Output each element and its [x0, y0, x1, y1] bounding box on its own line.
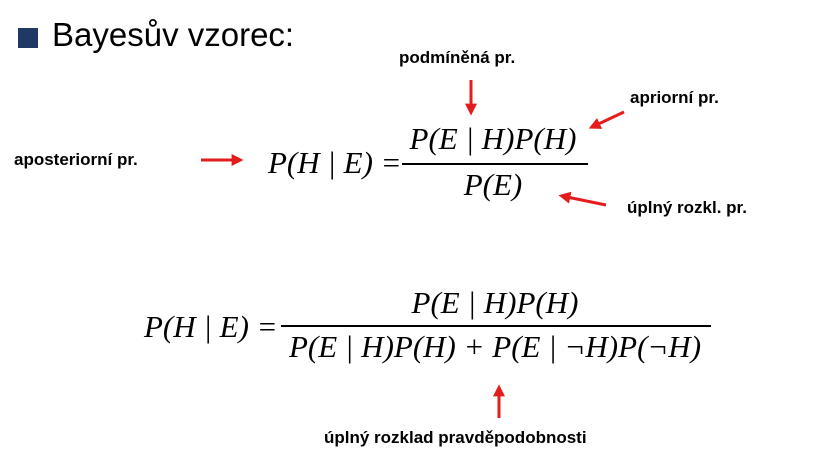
- formula1-lhs: P(H | E) =: [268, 145, 402, 180]
- arrow-prior-icon: [588, 110, 625, 129]
- formula1-denominator: P(E): [463, 167, 523, 202]
- label-conditional-probability: podmíněná pr.: [399, 48, 516, 67]
- bullet-square: [18, 28, 38, 48]
- formula2-numerator: P(E | H)P(H): [411, 285, 579, 320]
- label-marginal-probability: úplný rozkl. pr.: [627, 198, 747, 217]
- slide-heading: Bayesův vzorec:: [52, 16, 295, 53]
- formula1-fraction-bar: [402, 163, 588, 165]
- label-total-probability: úplný rozklad pravděpodobnosti: [324, 428, 587, 447]
- label-posterior-probability: aposteriorní pr.: [14, 150, 138, 169]
- formula2-lhs: P(H | E) =: [144, 309, 278, 344]
- formula2-fraction-bar: [281, 325, 711, 327]
- formula2-denominator: P(E | H)P(H) + P(E | ¬H)P(¬H): [288, 329, 702, 364]
- arrow-marginal-icon: [558, 191, 607, 207]
- label-prior-probability: apriorní pr.: [630, 88, 719, 107]
- formula1-numerator: P(E | H)P(H): [409, 121, 577, 156]
